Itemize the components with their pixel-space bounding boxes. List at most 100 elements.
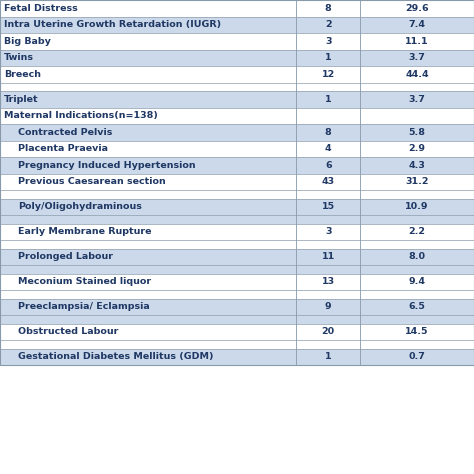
Bar: [0, 248, 296, 265]
Bar: [360, 199, 474, 215]
Bar: [360, 82, 474, 91]
Bar: [296, 140, 360, 157]
Bar: [296, 0, 360, 17]
Bar: [0, 173, 296, 190]
Bar: [296, 91, 360, 108]
Bar: [0, 323, 296, 340]
Bar: [360, 340, 474, 348]
Text: 12: 12: [322, 70, 335, 79]
Bar: [360, 265, 474, 273]
Bar: [296, 66, 360, 82]
Bar: [0, 348, 296, 365]
Text: Big Baby: Big Baby: [4, 37, 51, 46]
Text: 20: 20: [322, 327, 335, 336]
Bar: [0, 215, 296, 224]
Text: 4: 4: [325, 144, 331, 153]
Bar: [0, 157, 296, 173]
Text: Preeclampsia/ Eclampsia: Preeclampsia/ Eclampsia: [18, 302, 150, 311]
Text: 5.8: 5.8: [409, 128, 426, 137]
Bar: [296, 340, 360, 348]
Text: 8: 8: [325, 128, 332, 137]
Text: Intra Uterine Growth Retardation (IUGR): Intra Uterine Growth Retardation (IUGR): [4, 20, 221, 29]
Bar: [296, 108, 360, 124]
Bar: [0, 33, 296, 49]
Bar: [0, 340, 296, 348]
Bar: [296, 348, 360, 365]
Text: Contracted Pelvis: Contracted Pelvis: [18, 128, 112, 137]
Text: 1: 1: [325, 95, 331, 104]
Bar: [296, 273, 360, 290]
Text: 3: 3: [325, 37, 331, 46]
Bar: [0, 240, 296, 248]
Text: Poly/Oligohydraminous: Poly/Oligohydraminous: [18, 202, 142, 211]
Text: 0.7: 0.7: [409, 352, 426, 361]
Text: 2: 2: [325, 20, 331, 29]
Bar: [360, 124, 474, 140]
Bar: [360, 224, 474, 240]
Text: 11: 11: [322, 252, 335, 261]
Bar: [296, 215, 360, 224]
Text: Maternal Indications(n=138): Maternal Indications(n=138): [4, 111, 158, 120]
Text: 43: 43: [322, 177, 335, 186]
Bar: [360, 157, 474, 173]
Bar: [0, 190, 296, 199]
Text: Pregnancy Induced Hypertension: Pregnancy Induced Hypertension: [18, 161, 196, 170]
Bar: [360, 315, 474, 323]
Text: 8: 8: [325, 4, 332, 13]
Bar: [360, 348, 474, 365]
Bar: [296, 82, 360, 91]
Bar: [0, 199, 296, 215]
Bar: [296, 157, 360, 173]
Bar: [0, 66, 296, 82]
Bar: [360, 0, 474, 17]
Bar: [296, 199, 360, 215]
Text: 3.7: 3.7: [409, 95, 426, 104]
Bar: [360, 91, 474, 108]
Text: 9: 9: [325, 302, 331, 311]
Bar: [360, 190, 474, 199]
Bar: [296, 240, 360, 248]
Bar: [0, 140, 296, 157]
Bar: [0, 91, 296, 108]
Bar: [360, 173, 474, 190]
Text: Early Membrane Rupture: Early Membrane Rupture: [18, 227, 152, 236]
Text: 31.2: 31.2: [405, 177, 429, 186]
Bar: [360, 108, 474, 124]
Bar: [296, 323, 360, 340]
Text: 11.1: 11.1: [405, 37, 429, 46]
Bar: [360, 66, 474, 82]
Bar: [360, 323, 474, 340]
Bar: [360, 248, 474, 265]
Bar: [0, 299, 296, 315]
Text: Breech: Breech: [4, 70, 41, 79]
Text: Placenta Praevia: Placenta Praevia: [18, 144, 108, 153]
Bar: [360, 17, 474, 33]
Bar: [296, 248, 360, 265]
Bar: [0, 265, 296, 273]
Text: Twins: Twins: [4, 53, 34, 62]
Bar: [0, 315, 296, 323]
Text: 2.2: 2.2: [409, 227, 426, 236]
Text: Prolonged Labour: Prolonged Labour: [18, 252, 113, 261]
Text: Fetal Distress: Fetal Distress: [4, 4, 78, 13]
Text: 4.3: 4.3: [409, 161, 426, 170]
Bar: [0, 224, 296, 240]
Bar: [0, 108, 296, 124]
Bar: [296, 173, 360, 190]
Text: 3: 3: [325, 227, 331, 236]
Text: 3.7: 3.7: [409, 53, 426, 62]
Bar: [360, 273, 474, 290]
Bar: [0, 124, 296, 140]
Bar: [296, 190, 360, 199]
Bar: [0, 17, 296, 33]
Bar: [0, 273, 296, 290]
Bar: [0, 290, 296, 299]
Bar: [360, 140, 474, 157]
Text: 1: 1: [325, 352, 331, 361]
Text: 13: 13: [322, 277, 335, 286]
Text: 44.4: 44.4: [405, 70, 429, 79]
Bar: [296, 124, 360, 140]
Text: 29.6: 29.6: [405, 4, 429, 13]
Bar: [360, 299, 474, 315]
Bar: [296, 224, 360, 240]
